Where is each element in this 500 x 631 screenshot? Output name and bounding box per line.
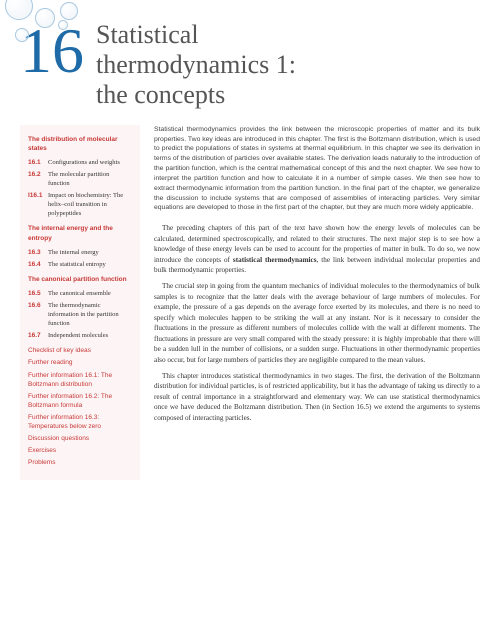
toc-item: 16.1Configurations and weights bbox=[28, 158, 132, 167]
toc-num: 16.3 bbox=[28, 248, 48, 257]
chapter-title: Statistical thermodynamics 1: the concep… bbox=[96, 20, 296, 110]
toc-num: 16.2 bbox=[28, 170, 48, 188]
toc-link: Discussion questions bbox=[28, 434, 132, 443]
toc-num: 16.4 bbox=[28, 260, 48, 269]
toc-label: Configurations and weights bbox=[48, 158, 132, 167]
title-line-3: the concepts bbox=[96, 80, 225, 109]
main-text: Statistical thermodynamics provides the … bbox=[154, 125, 480, 481]
toc-item: 16.7Independent molecules bbox=[28, 331, 132, 340]
toc-num: 16.6 bbox=[28, 301, 48, 328]
content-row: The distribution of molecular states 16.… bbox=[0, 125, 500, 481]
toc-label: The canonical ensemble bbox=[48, 289, 132, 298]
toc-item: 16.6The thermodynamic information in the… bbox=[28, 301, 132, 328]
intro-paragraph: Statistical thermodynamics provides the … bbox=[154, 125, 480, 214]
toc-item: 16.5The canonical ensemble bbox=[28, 289, 132, 298]
toc-link: Exercises bbox=[28, 446, 132, 455]
body-paragraph: The crucial step in going from the quant… bbox=[154, 281, 480, 365]
title-line-2: thermodynamics 1: bbox=[96, 50, 296, 79]
toc-item: 16.2The molecular partition function bbox=[28, 170, 132, 188]
toc-heading: The internal energy and the entropy bbox=[28, 224, 132, 242]
toc-label: The internal energy bbox=[48, 248, 132, 257]
toc-label: Impact on biochemistry: The helix–coil t… bbox=[48, 191, 132, 218]
toc-num: 16.7 bbox=[28, 331, 48, 340]
toc-num: 16.5 bbox=[28, 289, 48, 298]
bold-term: statistical thermodynamics bbox=[233, 256, 317, 264]
toc-label: Independent molecules bbox=[48, 331, 132, 340]
toc-item: 16.3The internal energy bbox=[28, 248, 132, 257]
toc-link: Further reading bbox=[28, 358, 132, 367]
sidebar-toc: The distribution of molecular states 16.… bbox=[20, 125, 140, 481]
toc-link: Problems bbox=[28, 458, 132, 467]
toc-label: The molecular partition function bbox=[48, 170, 132, 188]
toc-num: I16.1 bbox=[28, 191, 48, 218]
toc-num: 16.1 bbox=[28, 158, 48, 167]
body-paragraph: This chapter introduces statistical ther… bbox=[154, 371, 480, 423]
body-paragraph: The preceding chapters of this part of t… bbox=[154, 223, 480, 275]
toc-heading: The canonical partition function bbox=[28, 275, 132, 284]
toc-item: I16.1Impact on biochemistry: The helix–c… bbox=[28, 191, 132, 218]
toc-link: Checklist of key ideas bbox=[28, 346, 132, 355]
toc-item: 16.4The statistical entropy bbox=[28, 260, 132, 269]
toc-label: The statistical entropy bbox=[48, 260, 132, 269]
toc-label: The thermodynamic information in the par… bbox=[48, 301, 132, 328]
toc-link: Further information 16.3: Temperatures b… bbox=[28, 413, 132, 431]
toc-heading: The distribution of molecular states bbox=[28, 135, 132, 153]
toc-link: Further information 16.1: The Boltzmann … bbox=[28, 371, 132, 389]
bubble-decoration bbox=[0, 0, 120, 60]
toc-link: Further information 16.2: The Boltzmann … bbox=[28, 392, 132, 410]
